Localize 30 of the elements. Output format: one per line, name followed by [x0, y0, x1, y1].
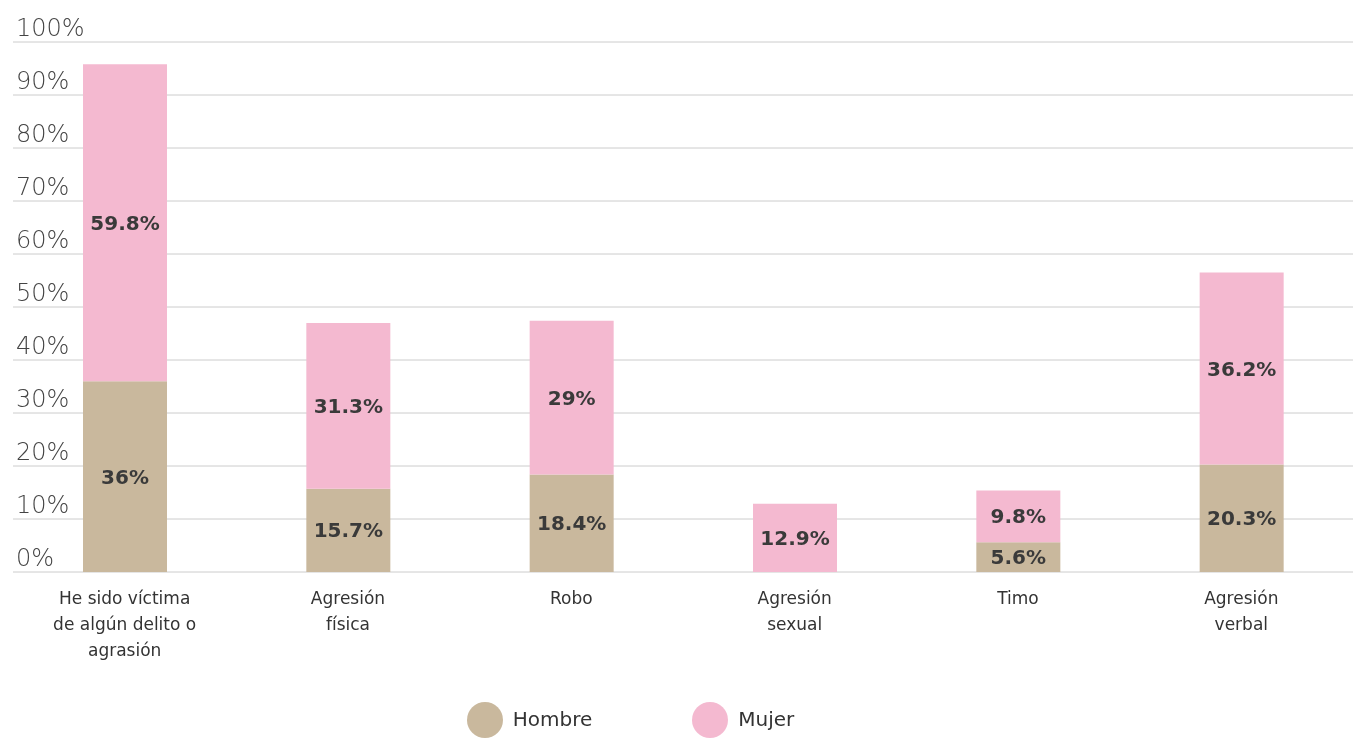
- y-tick-label: 30%: [16, 385, 70, 413]
- data-label: 29%: [547, 385, 596, 410]
- x-tick-label: Agresión sexual: [757, 588, 832, 634]
- y-tick-label: 40%: [16, 332, 70, 360]
- y-tick-label: 0%: [16, 544, 55, 572]
- x-tick-label: He sido víctima de algún delito o agrasión: [53, 588, 197, 660]
- legend-label: Hombre: [512, 706, 593, 731]
- data-label: 18.4%: [536, 511, 607, 536]
- data-label: 59.8%: [90, 210, 160, 235]
- y-tick-label: 80%: [16, 120, 70, 148]
- x-tick-label: Agresión física: [310, 588, 386, 634]
- data-label: 9.8%: [990, 504, 1047, 529]
- data-label: 36.2%: [1206, 356, 1277, 381]
- x-tick-label: Timo: [996, 588, 1039, 608]
- data-label: 31.3%: [313, 393, 384, 418]
- y-tick-label: 10%: [16, 491, 70, 519]
- x-tick-label: Agresión verbal: [1204, 588, 1279, 634]
- data-label: 20.3%: [1206, 506, 1277, 531]
- data-label: 12.9%: [760, 525, 830, 550]
- x-tick-label: Robo: [550, 588, 593, 608]
- data-label: 15.7%: [313, 518, 384, 543]
- y-tick-label: 90%: [16, 67, 70, 95]
- y-tick-label: 50%: [16, 279, 70, 307]
- y-tick-label: 60%: [16, 226, 70, 254]
- legend-label: Mujer: [738, 706, 795, 731]
- y-tick-label: 100%: [16, 14, 85, 42]
- data-label: 5.6%: [990, 545, 1047, 570]
- y-tick-label: 70%: [16, 173, 70, 201]
- data-label: 36%: [101, 464, 149, 489]
- y-tick-label: 20%: [16, 438, 70, 466]
